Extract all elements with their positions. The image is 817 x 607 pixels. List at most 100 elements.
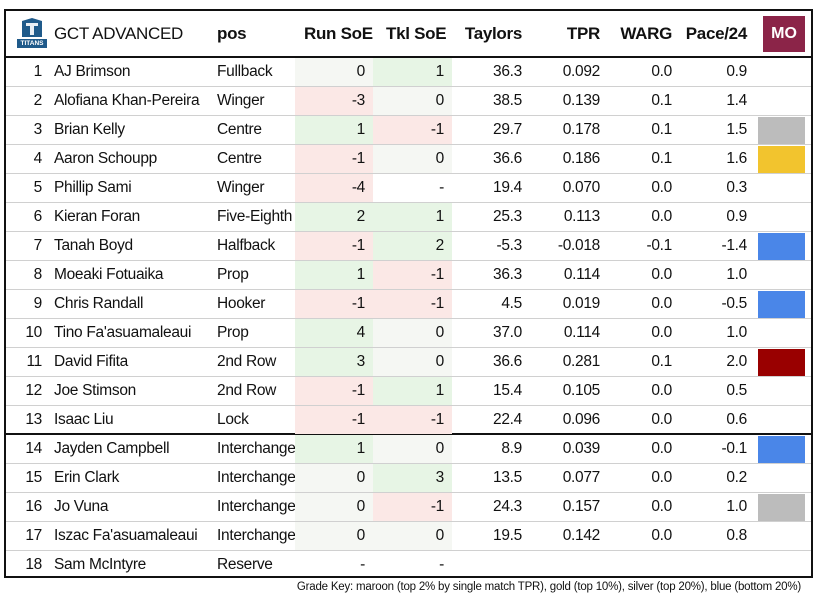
player-position: Winger [217,179,265,196]
player-name: Phillip Sami [54,179,132,196]
col-header-run-soe: Run SoE [304,24,373,43]
tkl-soe-value: 0 [373,522,452,550]
row-number: 10 [25,324,42,341]
player-name: Kieran Foran [54,208,141,225]
run-soe-value: -1 [295,290,373,318]
col-header-pace: Pace/24 [685,24,748,43]
tkl-soe-value: -1 [373,116,452,144]
row-number: 18 [25,556,42,573]
player-position: Lock [217,411,249,428]
pace-value: -1.4 [721,237,747,254]
tpr-value: 0.113 [563,208,600,225]
row-number: 16 [25,498,42,515]
tkl-soe-value: -1 [373,290,452,318]
tpr-value: 0.139 [562,92,601,109]
warg-value: 0.0 [651,266,672,283]
player-position: Centre [217,121,262,138]
row-number: 15 [25,469,42,486]
run-soe-value: 3 [295,348,373,376]
player-name: Tanah Boyd [54,237,133,254]
table-row: 3 Brian Kelly Centre 1 -1 29.7 0.178 0.1 1.5 [6,116,811,145]
player-name: Erin Clark [54,469,120,486]
warg-value: 0.0 [651,63,672,80]
table-row: 12 Joe Stimson 2nd Row -1 1 15.4 0.105 0.0 0.5 [6,377,811,406]
run-soe-value: -4 [295,174,373,202]
pace-value [676,551,747,579]
warg-value: 0.0 [651,527,672,544]
tpr-value: 0.039 [562,440,601,457]
pace-value: 0.8 [726,527,747,544]
table-row: 16 Jo Vuna Interchange 0 -1 24.3 0.157 0.0 1.0 [6,493,811,522]
player-name: Joe Stimson [54,382,136,399]
warg-value [606,551,672,579]
taylors-value: 36.6 [493,150,522,167]
taylors-value: 25.3 [493,208,522,225]
pace-value: 2.0 [726,353,747,370]
warg-value: 0.0 [651,324,672,341]
warg-value: 0.0 [651,469,672,486]
player-name: AJ Brimson [54,63,131,80]
player-position: Centre [217,150,262,167]
tkl-soe-value: -1 [373,493,452,521]
tpr-value: 0.114 [563,266,600,283]
player-position: Interchange [217,498,296,515]
pace-value: 1.5 [726,121,747,138]
warg-value: 0.1 [651,121,672,138]
run-soe-value: 1 [295,261,373,289]
player-position: 2nd Row [217,353,277,370]
stats-table: TITANS GCT ADVANCED pos Run SoE Tkl SoE … [4,9,813,578]
row-number: 4 [33,150,43,167]
table-row: 4 Aaron Schoupp Centre -1 0 36.6 0.186 0.1 1.6 [6,145,811,174]
row-number: 13 [25,411,42,428]
table-row: 17 Iszac Fa'asuamaleaui Interchange 0 0 19.5 0… [6,522,811,551]
run-soe-value: -1 [295,145,373,173]
col-header-tkl-soe: Tkl SoE [386,24,447,43]
player-name: Jayden Campbell [54,440,170,457]
tpr-value: 0.142 [562,527,601,544]
logo-label: TITANS [20,40,44,47]
warg-value: 0.0 [651,440,672,457]
grade-swatch-silver [758,117,805,144]
run-soe-value: -3 [295,87,373,115]
taylors-value: -5.3 [496,237,522,254]
tpr-value: 0.105 [562,382,601,399]
row-number: 14 [25,440,42,457]
row-number: 6 [33,208,43,225]
warg-value: -0.1 [646,237,672,254]
taylors-value: 13.5 [493,469,522,486]
taylors-value: 19.4 [493,179,522,196]
tpr-value: 0.070 [562,179,601,196]
run-soe-value: -1 [295,232,373,260]
tkl-soe-value: 1 [373,377,452,405]
run-soe-value: 2 [295,203,373,231]
taylors-value: 22.4 [493,411,522,428]
taylors-value: 36.6 [493,353,522,370]
player-name: Chris Randall [54,295,144,312]
pace-value: 0.3 [726,179,747,196]
tpr-value: 0.178 [562,121,601,138]
player-position: Prop [217,324,249,341]
table-row: 10 Tino Fa'asuamaleaui Prop 4 0 37.0 0.114 0.0 1… [6,319,811,348]
table-row: 9 Chris Randall Hooker -1 -1 4.5 0.019 0.0 -0.5 [6,290,811,319]
warg-value: 0.0 [651,411,672,428]
tpr-value: 0.096 [562,411,601,428]
pace-value: 1.6 [726,150,747,167]
warg-value: 0.0 [651,498,672,515]
taylors-value: 8.9 [501,440,522,457]
player-position: Winger [217,92,265,109]
pace-value: 0.9 [726,208,747,225]
team-title: GCT ADVANCED [54,24,183,43]
row-number: 3 [33,121,43,138]
tkl-soe-value: 0 [373,145,452,173]
player-name: Isaac Liu [54,411,114,428]
table-row: 15 Erin Clark Interchange 0 3 13.5 0.077 0.0 0.2 [6,464,811,493]
row-number: 7 [33,237,43,254]
row-number: 1 [33,63,43,80]
pace-value: 1.0 [726,266,747,283]
tkl-soe-value: 0 [373,319,452,347]
table-header: TITANS GCT ADVANCED pos Run SoE Tkl SoE … [6,11,811,58]
table-row: 18 Sam McIntyre Reserve - - [6,551,811,580]
grade-key: Grade Key: maroon (top 2% by single matc… [296,581,801,593]
table-row: 7 Tanah Boyd Halfback -1 2 -5.3 -0.018 -0.1 -1.4 [6,232,811,261]
col-header-taylors: Taylors [464,24,522,43]
